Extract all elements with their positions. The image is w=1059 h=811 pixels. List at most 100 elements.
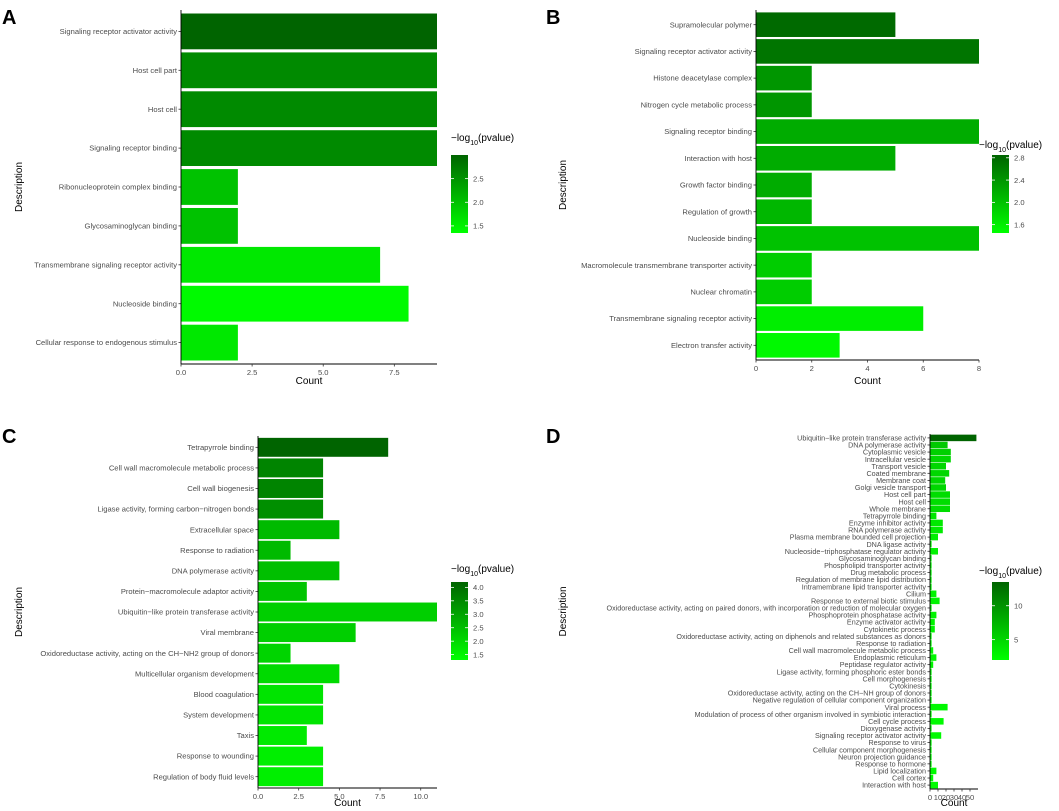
category-label: Cellular response to endogenous stimulus — [36, 338, 178, 347]
category-label: Macromolecule transmembrane transporter … — [581, 261, 752, 270]
bar — [930, 633, 932, 640]
bar — [756, 199, 812, 225]
category-label: Electron transfer activity — [671, 341, 752, 350]
category-label: Signaling receptor binding — [664, 127, 752, 136]
panel-d: D Ubiquitin−like protein transferase acti… — [546, 426, 1042, 809]
bar — [930, 781, 938, 789]
legend-tick-label: 2.0 — [473, 198, 484, 207]
legend-tick-label: 2.5 — [473, 623, 484, 632]
category-label: Host cell — [898, 497, 926, 506]
category-label: Negative regulation of cellular componen… — [753, 696, 926, 705]
bar — [258, 664, 340, 684]
category-label: Multicellular organism development — [135, 669, 255, 678]
bar — [930, 689, 932, 697]
category-label: Oxidoreductase activity, acting on the C… — [728, 689, 927, 698]
bar — [930, 696, 932, 704]
category-label: Cell morphogenesis — [862, 674, 926, 683]
bar — [756, 145, 896, 171]
category-label: Intramembrane lipid transporter activity — [802, 582, 927, 591]
bar — [930, 732, 942, 739]
bar — [930, 548, 938, 555]
legend-tick-label: 2.0 — [473, 637, 484, 646]
bar — [258, 705, 324, 725]
category-label: Blood coagulation — [194, 690, 254, 699]
bar — [258, 726, 307, 745]
category-label: Oxidoreductase activity, acting on paire… — [607, 604, 926, 613]
category-label: Peptidase regulator activity — [840, 660, 927, 669]
bar — [756, 39, 979, 64]
category-label: Interaction with host — [684, 154, 752, 163]
category-label: Cell wall macromolecule metabolic proces… — [789, 646, 927, 655]
bar — [181, 169, 238, 205]
category-label: Nitrogen cycle metabolic process — [641, 100, 753, 109]
category-label: Signaling receptor binding — [89, 144, 177, 153]
bar — [258, 643, 291, 663]
bar — [930, 739, 932, 746]
bar — [930, 618, 935, 626]
y-axis-title: Description — [558, 160, 569, 210]
x-tick-label: 40 — [958, 793, 966, 802]
category-label: Protein−macromolecule adaptor activity — [121, 587, 254, 596]
bar — [930, 654, 937, 661]
bar — [930, 583, 932, 590]
bar — [181, 246, 381, 283]
category-label: Nuclear chromatin — [690, 287, 752, 296]
category-label: Whole membrane — [869, 504, 926, 513]
x-tick-label: 20 — [942, 793, 950, 802]
legend-tick-label: 2.8 — [1014, 153, 1025, 162]
bar — [930, 477, 946, 484]
bar — [930, 767, 937, 775]
bar — [930, 760, 932, 768]
bar — [258, 540, 291, 560]
category-label: Nucleoside−triphosphatase regulator acti… — [785, 547, 927, 556]
x-tick-label: 7.5 — [375, 792, 386, 801]
category-label: Enzyme activator activity — [847, 618, 926, 627]
category-label: Tetrapyrrole binding — [187, 443, 254, 452]
category-label: Ligase activity, forming carbon−nitrogen… — [97, 505, 254, 514]
bar — [258, 767, 324, 787]
bar — [930, 526, 943, 534]
x-tick-label: 5.0 — [334, 792, 345, 801]
category-label: Cilium — [906, 589, 926, 598]
x-tick-label: 7.5 — [389, 368, 400, 377]
bar — [930, 710, 932, 718]
bar — [756, 333, 840, 358]
category-label: Ligase activity, forming phosphoric este… — [777, 667, 927, 676]
bar — [930, 668, 932, 675]
category-label: Response to virus — [868, 738, 926, 747]
bar — [930, 498, 950, 505]
category-label: Endoplasmic reticulum — [854, 653, 926, 662]
legend-title: −log10(pvalue) — [979, 566, 1042, 580]
category-label: Phosphoprotein phosphatase activity — [809, 611, 927, 620]
category-label: Modulation of process of other organism … — [695, 710, 926, 719]
bar — [258, 458, 324, 478]
bar — [930, 533, 938, 541]
category-label: Signaling receptor activator activity — [815, 731, 926, 740]
x-tick-label: 4 — [865, 364, 869, 373]
bar — [756, 92, 812, 118]
category-label: Ubiquitin−like protein transferase activ… — [797, 433, 926, 442]
category-label: Tetrapyrrole binding — [863, 511, 926, 520]
category-label: Response to radiation — [856, 639, 926, 648]
bar — [930, 746, 932, 753]
panels: A Signaling receptor activator activity Ho… — [2, 7, 1042, 809]
category-label: Viral process — [885, 703, 927, 712]
bar — [930, 441, 948, 449]
legend-title: −log10(pvalue) — [979, 140, 1042, 154]
x-tick-label: 0 — [928, 793, 932, 802]
bar — [756, 252, 812, 278]
category-label: System development — [183, 711, 255, 720]
legend-colorbar — [992, 155, 1009, 233]
x-tick-label: 2.5 — [247, 368, 258, 377]
category-label: Regulation of membrane lipid distributio… — [796, 575, 926, 584]
legend-tick-label: 1.6 — [1014, 220, 1025, 229]
category-label: Drug metabolic process — [850, 568, 926, 577]
y-axis-title: Description — [14, 162, 25, 212]
x-tick-label: 0.0 — [253, 792, 264, 801]
bar — [930, 434, 977, 442]
bar — [930, 491, 950, 498]
category-label: Cytoplasmic vesicle — [863, 448, 926, 457]
legend-tick-label: 2.4 — [1014, 176, 1025, 185]
category-label: Cellular component morphogenesis — [813, 745, 926, 754]
category-label: Extracellular space — [190, 525, 254, 534]
